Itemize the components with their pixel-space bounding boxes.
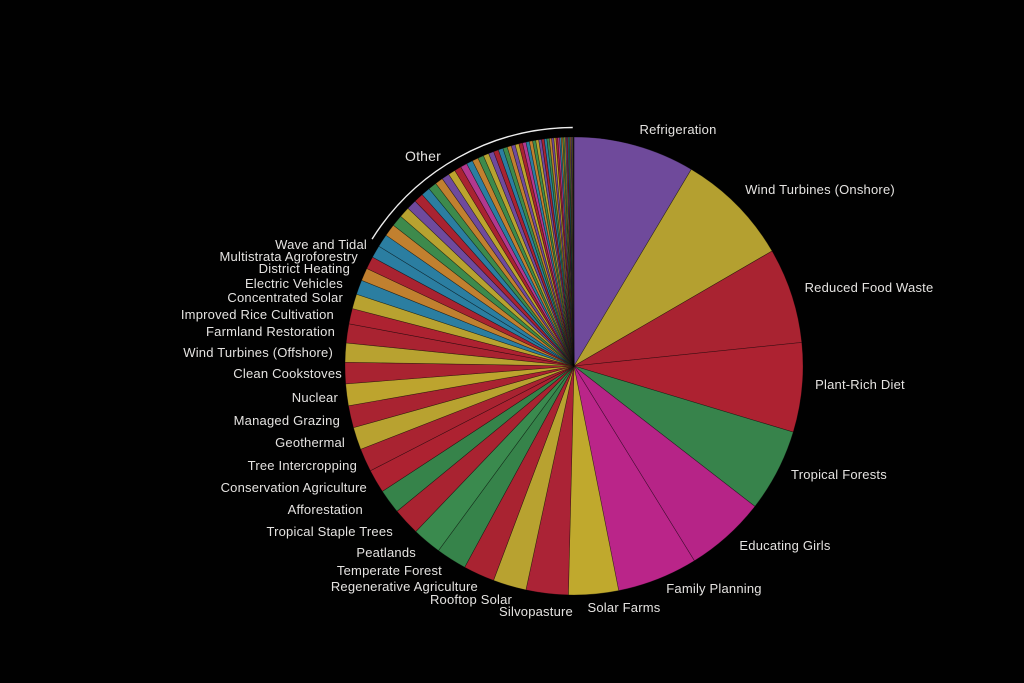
slice-label-farmland-restoration: Farmland Restoration	[206, 324, 335, 339]
pie-slice-wind-turbines-onshore	[573, 168, 773, 367]
pie-slice-other-segment	[573, 136, 575, 367]
slice-label-reduced-food-waste: Reduced Food Waste	[805, 280, 934, 295]
other-group-bracket-arc	[371, 126, 573, 240]
slice-label-district-heating: District Heating	[259, 261, 350, 276]
slice-label-rooftop-solar: Rooftop Solar	[430, 592, 513, 607]
slice-label-tree-intercropping: Tree Intercropping	[248, 458, 357, 473]
slice-label-wind-turbines-offshore: Wind Turbines (Offshore)	[183, 345, 333, 360]
slice-label-wind-turbines-onshore: Wind Turbines (Onshore)	[745, 182, 895, 197]
slice-label-conservation-agriculture: Conservation Agriculture	[221, 480, 367, 495]
slice-label-solar-farms: Solar Farms	[588, 600, 661, 615]
slice-label-electric-vehicles: Electric Vehicles	[245, 276, 343, 291]
slice-label-peatlands: Peatlands	[356, 545, 416, 560]
slice-label-clean-cookstoves: Clean Cookstoves	[233, 366, 342, 381]
slice-label-nuclear: Nuclear	[292, 390, 339, 405]
slice-label-geothermal: Geothermal	[275, 435, 345, 450]
slice-label-family-planning: Family Planning	[666, 581, 762, 596]
slice-label-concentrated-solar: Concentrated Solar	[227, 290, 343, 305]
slice-label-afforestation: Afforestation	[288, 502, 363, 517]
slice-label-improved-rice-cultivation: Improved Rice Cultivation	[181, 307, 334, 322]
slice-label-refrigeration: Refrigeration	[639, 122, 716, 137]
slice-label-regenerative-agriculture: Regenerative Agriculture	[331, 579, 478, 594]
slice-label-silvopasture: Silvopasture	[499, 604, 573, 619]
slice-label-educating-girls: Educating Girls	[739, 538, 830, 553]
slice-label-tropical-forests: Tropical Forests	[791, 467, 887, 482]
slice-label-managed-grazing: Managed Grazing	[234, 413, 340, 428]
pie-slice-refrigeration	[573, 136, 692, 368]
slice-label-temperate-forest: Temperate Forest	[337, 563, 442, 578]
slice-label-tropical-staple-trees: Tropical Staple Trees	[266, 524, 393, 539]
slice-label-wave-and-tidal: Wave and Tidal	[275, 237, 367, 252]
slice-label-other: Other	[405, 148, 441, 164]
slice-label-plant-rich-diet: Plant-Rich Diet	[815, 377, 905, 392]
slice-label-multistrata-agroforestry: Multistrata Agroforestry	[220, 249, 359, 264]
